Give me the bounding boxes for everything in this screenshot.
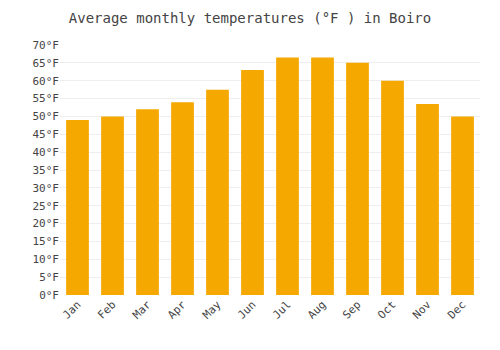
- svg-text:Aug: Aug: [305, 298, 328, 321]
- svg-text:5°F: 5°F: [39, 271, 59, 284]
- svg-text:45°F: 45°F: [33, 128, 60, 141]
- svg-text:65°F: 65°F: [33, 57, 60, 70]
- svg-text:40°F: 40°F: [33, 146, 60, 159]
- svg-text:30°F: 30°F: [33, 182, 60, 195]
- svg-text:Nov: Nov: [410, 298, 434, 322]
- svg-text:15°F: 15°F: [33, 235, 60, 248]
- svg-text:Dec: Dec: [445, 298, 468, 321]
- svg-text:60°F: 60°F: [33, 75, 60, 88]
- svg-text:50°F: 50°F: [33, 110, 60, 123]
- svg-text:May: May: [200, 298, 224, 322]
- svg-text:Jun: Jun: [235, 298, 258, 321]
- svg-text:Sep: Sep: [340, 298, 363, 321]
- svg-text:20°F: 20°F: [33, 217, 60, 230]
- svg-text:Jan: Jan: [60, 298, 83, 321]
- svg-text:Jul: Jul: [270, 298, 293, 321]
- svg-text:Mar: Mar: [130, 298, 154, 322]
- svg-text:55°F: 55°F: [33, 92, 60, 105]
- svg-text:0°F: 0°F: [39, 289, 59, 302]
- svg-text:10°F: 10°F: [33, 253, 60, 266]
- svg-text:25°F: 25°F: [33, 200, 60, 213]
- svg-text:70°F: 70°F: [33, 39, 60, 52]
- svg-text:Apr: Apr: [165, 298, 189, 322]
- svg-text:Oct: Oct: [375, 298, 398, 321]
- svg-text:35°F: 35°F: [33, 164, 60, 177]
- svg-text:Average monthly temperatures (: Average monthly temperatures (°F ) in Bo…: [69, 10, 431, 26]
- svg-text:Feb: Feb: [95, 298, 118, 321]
